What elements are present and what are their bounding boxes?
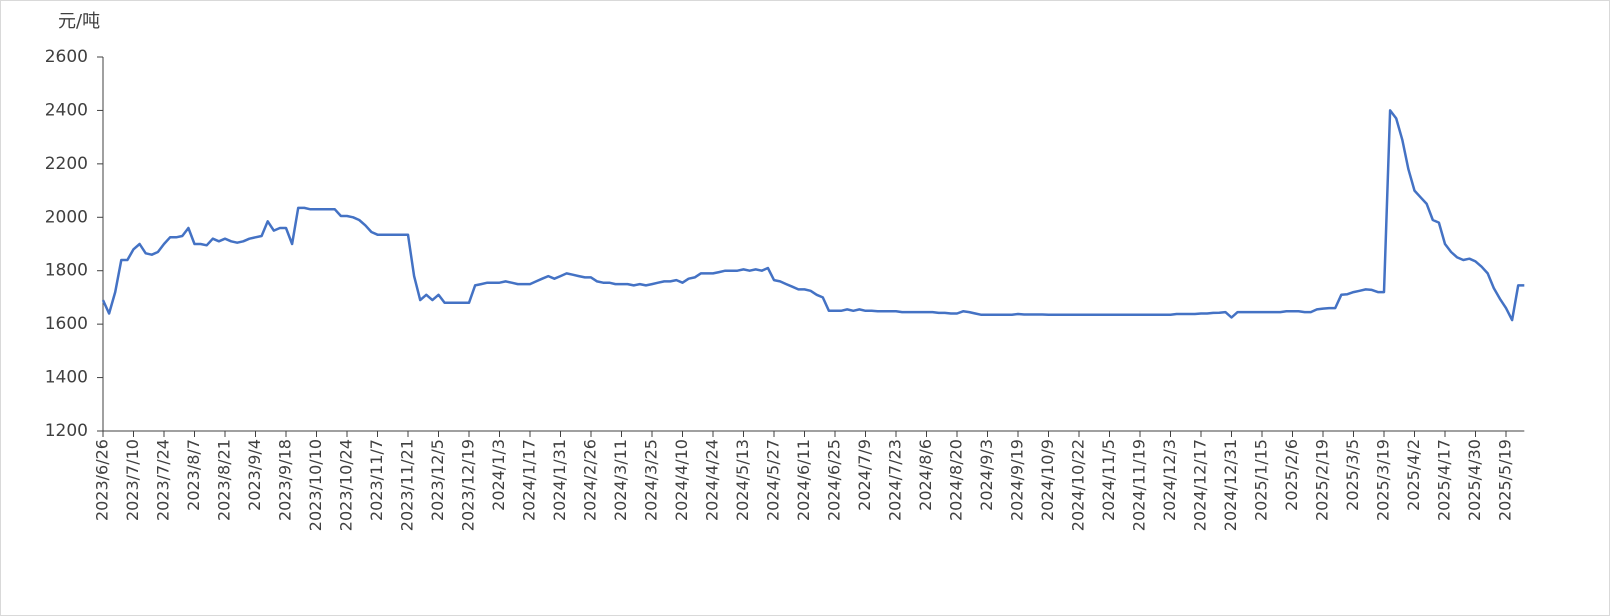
x-tick-label: 2024/12/17 [1191, 439, 1210, 531]
x-tick-label: 2023/11/7 [367, 439, 386, 521]
x-tick-label: 2024/9/3 [977, 439, 996, 511]
y-tick-label: 1600 [45, 314, 88, 334]
x-tick-label: 2024/7/9 [855, 439, 874, 511]
x-tick-label: 2024/2/26 [581, 439, 600, 521]
x-tick-label: 2024/5/13 [733, 439, 752, 521]
x-tick-label: 2024/6/11 [794, 439, 813, 521]
x-tick-label: 2023/7/24 [154, 439, 173, 521]
x-tick-label: 2024/10/22 [1069, 439, 1088, 531]
x-tick-label: 2023/9/4 [245, 439, 264, 511]
y-axis-unit: 元/吨 [58, 11, 100, 32]
x-tick-label: 2024/11/19 [1130, 439, 1149, 531]
x-tick-label: 2025/4/30 [1465, 439, 1484, 521]
x-tick-label: 2024/6/25 [825, 439, 844, 521]
x-tick-label: 2025/4/17 [1435, 439, 1454, 521]
x-tick-label: 2024/12/3 [1160, 439, 1179, 521]
x-tick-label: 2024/1/17 [520, 439, 539, 521]
x-tick-label: 2023/8/7 [184, 439, 203, 511]
x-tick-label: 2025/2/6 [1282, 439, 1301, 511]
x-tick-label: 2024/1/31 [550, 439, 569, 521]
x-tick-label: 2023/9/18 [276, 439, 295, 521]
x-tick-label: 2025/3/5 [1343, 439, 1362, 511]
x-tick-label: 2025/4/2 [1404, 439, 1423, 511]
x-tick-label: 2024/5/27 [764, 439, 783, 521]
x-tick-label: 2024/7/23 [886, 439, 905, 521]
x-tick-label: 2024/10/9 [1038, 439, 1057, 521]
x-tick-label: 2025/2/19 [1313, 439, 1332, 521]
y-tick-label: 1400 [45, 368, 88, 388]
x-tick-label: 2023/10/10 [306, 439, 325, 531]
line-series [101, 109, 1525, 322]
y-tick-label: 2000 [45, 207, 88, 227]
y-tick-label: 1200 [45, 421, 88, 441]
y-tick-label: 2600 [45, 47, 88, 67]
x-tick-label: 2024/11/5 [1099, 439, 1118, 521]
y-tick-label: 2200 [45, 154, 88, 174]
x-tick-label: 2023/10/24 [337, 439, 356, 531]
x-tick-label: 2024/4/24 [703, 439, 722, 521]
x-tick-label: 2023/11/21 [398, 439, 417, 531]
x-tick-label: 2024/4/10 [672, 439, 691, 521]
y-tick-label: 2400 [45, 100, 88, 120]
x-tick-label: 2023/8/21 [215, 439, 234, 521]
x-tick-label: 2025/1/15 [1252, 439, 1271, 521]
x-tick-label: 2024/1/3 [489, 439, 508, 511]
x-tick-label: 2023/12/19 [459, 439, 478, 531]
x-tick-label: 2023/6/26 [93, 439, 112, 521]
x-tick-label: 2024/8/6 [916, 439, 935, 511]
x-tick-label: 2025/3/19 [1374, 439, 1393, 521]
x-tick-label: 2024/3/25 [642, 439, 661, 521]
y-tick-label: 1800 [45, 261, 88, 281]
x-tick-label: 2023/7/10 [123, 439, 142, 521]
x-tick-label: 2025/5/19 [1496, 439, 1515, 521]
x-tick-label: 2024/12/31 [1221, 439, 1240, 531]
x-tick-label: 2024/9/19 [1008, 439, 1027, 521]
x-tick-label: 2023/12/5 [428, 439, 447, 521]
x-tick-label: 2024/8/20 [947, 439, 966, 521]
x-tick-label: 2024/3/11 [611, 439, 630, 521]
